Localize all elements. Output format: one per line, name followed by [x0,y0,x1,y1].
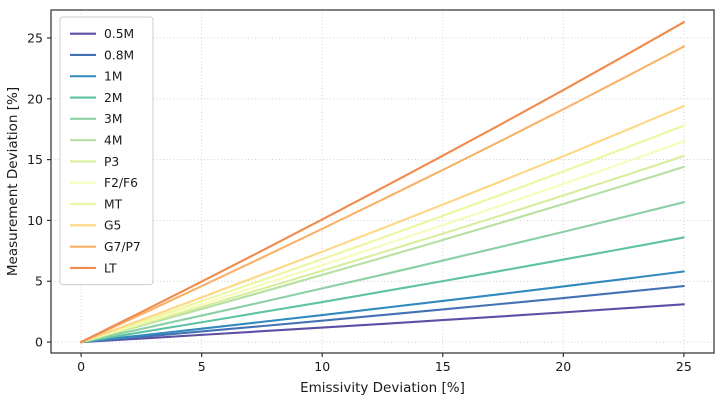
legend-item-label: LT [104,261,117,275]
legend [59,16,154,286]
y-tick-label: 10 [27,213,43,228]
legend-item-label: 0.5M [104,27,134,41]
legend-item-label: F2/F6 [104,176,138,190]
series-line-1m [80,270,685,344]
legend-item-label: 2M [104,91,122,105]
series-line-lt [80,21,685,344]
x-tick-label: 25 [676,359,692,374]
y-tick-label: 0 [35,335,43,350]
x-tick-label: 20 [555,359,571,374]
legend-item-label: 4M [104,133,122,147]
y-axis-label: Measurement Deviation [%] [5,87,21,276]
legend-item-label: G5 [104,219,121,233]
series-line-mt [80,124,685,344]
legend-item-label: 3M [104,112,122,126]
series-line-p3 [80,154,685,344]
legend-item-label: P3 [104,155,119,169]
series-line-g5 [80,105,685,344]
x-axis-label: Emissivity Deviation [%] [300,380,465,396]
series-line-3m [80,201,685,344]
series-line-f2-f6 [80,140,685,344]
y-tick-label: 25 [27,30,43,45]
legend-item-label: 0.8M [104,48,134,62]
y-tick-label: 20 [27,91,43,106]
series-line-2m [80,236,685,344]
legend-item-label: MT [104,197,123,211]
x-tick-label: 10 [314,359,330,374]
y-tick-label: 15 [27,152,43,167]
series-line-0-5m [80,303,685,344]
series-line-0-8m [80,285,685,344]
axes-box [50,9,715,354]
series-line-4m [80,165,685,344]
legend-item-label: G7/P7 [104,240,141,254]
legend-item-label: 1M [104,70,122,84]
x-tick-label: 15 [435,359,451,374]
x-tick-label: 5 [198,359,206,374]
series-line-g7-p7 [80,45,685,344]
y-tick-label: 5 [35,274,43,289]
x-tick-label: 0 [77,359,85,374]
